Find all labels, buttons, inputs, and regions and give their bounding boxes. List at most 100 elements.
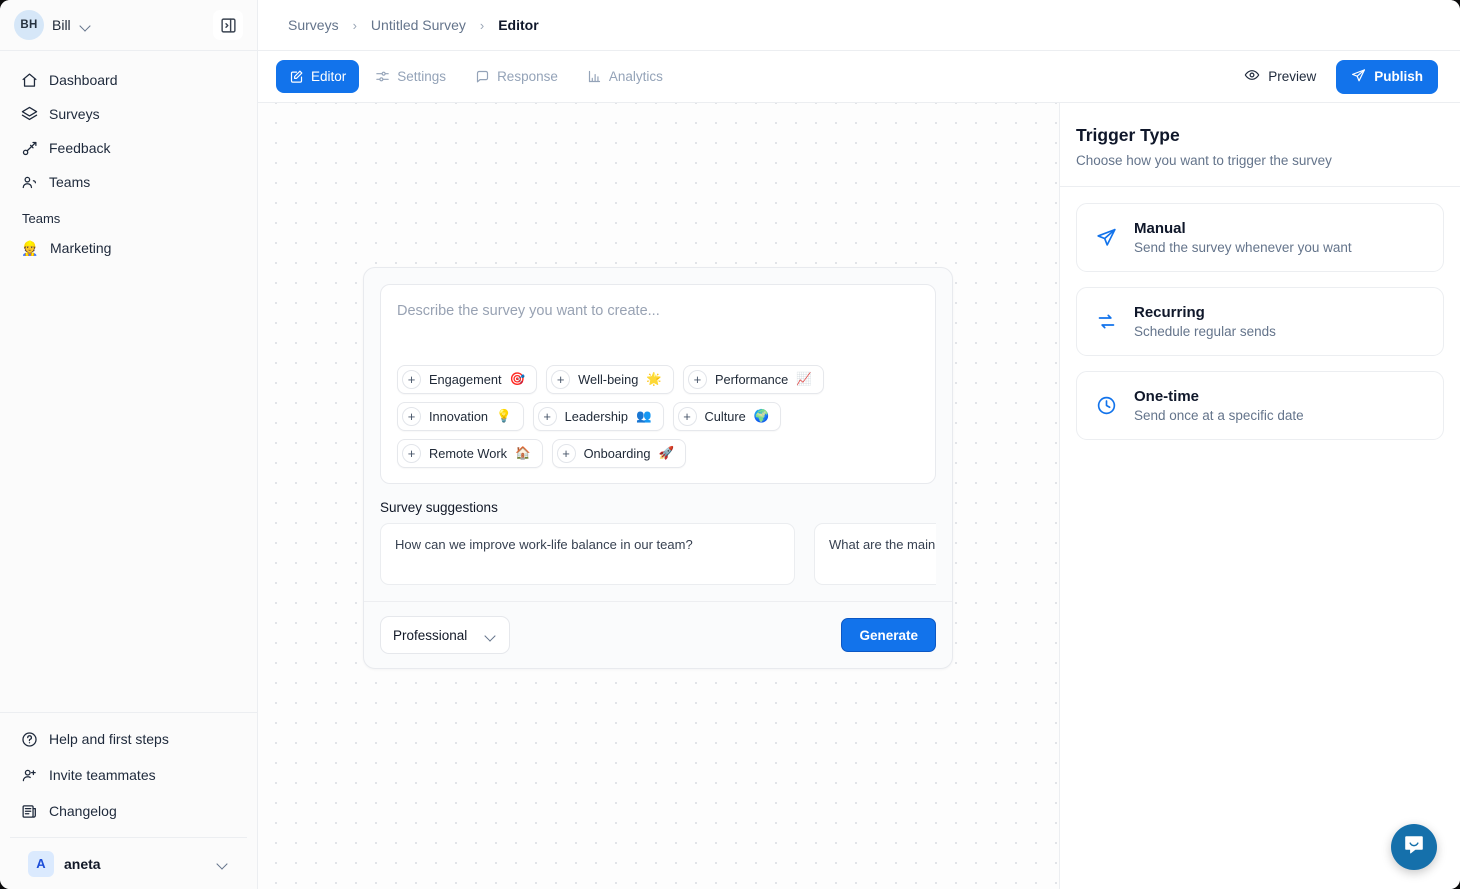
plus-icon: + (677, 407, 697, 427)
generate-button[interactable]: Generate (841, 618, 936, 652)
suggestion-card[interactable]: How can we improve work-life balance in … (380, 523, 795, 585)
sidebar-header: BH Bill (0, 0, 257, 51)
topic-chip-list: + Engagement 🎯 + Well-being 🌟 + (397, 365, 919, 469)
sidebar-item-teams[interactable]: Teams (10, 165, 247, 199)
tab-label: Analytics (608, 69, 663, 84)
chip-leadership[interactable]: + Leadership 👥 (532, 402, 664, 432)
editor-canvas[interactable]: Describe the survey you want to create..… (258, 103, 1060, 889)
trigger-option-text: Recurring Schedule regular sends (1134, 304, 1276, 339)
chip-culture[interactable]: + Culture 🌍 (672, 402, 782, 432)
main-area: Surveys › Untitled Survey › Editor Edito… (258, 0, 1460, 889)
plus-icon: + (556, 444, 576, 464)
sidebar-nav: Dashboard Surveys Feedback (0, 51, 257, 712)
edit-square-icon (289, 69, 304, 84)
chip-label: Remote Work (429, 446, 507, 462)
trigger-option-text: One-time Send once at a specific date (1134, 388, 1304, 423)
plus-icon: + (537, 407, 557, 427)
sidebar-item-label: Feedback (49, 140, 111, 156)
sidebar-item-help[interactable]: Help and first steps (10, 721, 247, 757)
feedback-icon (20, 139, 38, 157)
send-icon (1351, 68, 1366, 86)
chip-label: Innovation (429, 409, 489, 425)
panel-subtitle: Choose how you want to trigger the surve… (1076, 153, 1332, 168)
preview-button[interactable]: Preview (1238, 61, 1322, 92)
sidebar: BH Bill Dashboard (0, 0, 258, 889)
workspace-name: Bill (52, 17, 71, 33)
trigger-option-recurring[interactable]: Recurring Schedule regular sends (1076, 287, 1444, 356)
chat-widget-button[interactable] (1391, 824, 1437, 870)
sidebar-item-feedback[interactable]: Feedback (10, 131, 247, 165)
target-icon: 🎯 (509, 372, 526, 387)
chip-well-being[interactable]: + Well-being 🌟 (546, 365, 674, 395)
star-icon: 🌟 (646, 372, 662, 387)
tab-label: Response (497, 69, 558, 84)
send-icon (1095, 227, 1117, 249)
account-switcher[interactable]: A aneta (10, 837, 247, 889)
chevron-down-icon[interactable] (216, 857, 229, 870)
breadcrumb-item-editor: Editor (498, 17, 539, 33)
chat-bubble-icon (1402, 833, 1426, 862)
suggestions-list: How can we improve work-life balance in … (380, 523, 936, 601)
tone-select[interactable]: Professional (380, 616, 510, 654)
tab-bar: Editor Settings Response (258, 51, 1460, 103)
sidebar-footer: Help and first steps Invite teammates Ch… (0, 712, 257, 889)
trigger-option-desc: Schedule regular sends (1134, 324, 1276, 339)
trigger-option-manual[interactable]: Manual Send the survey whenever you want (1076, 203, 1444, 272)
people-icon: 👥 (635, 409, 652, 424)
chip-onboarding[interactable]: + Onboarding 🚀 (551, 439, 687, 469)
sidebar-item-changelog[interactable]: Changelog (10, 793, 247, 829)
sidebar-footer-label: Changelog (49, 803, 117, 819)
layers-icon (20, 105, 38, 123)
tab-response[interactable]: Response (462, 60, 571, 93)
sidebar-item-surveys[interactable]: Surveys (10, 97, 247, 131)
tab-analytics[interactable]: Analytics (574, 60, 676, 93)
chevron-down-icon (484, 629, 497, 642)
suggestion-card[interactable]: What are the main ob (814, 523, 936, 585)
chip-innovation[interactable]: + Innovation 💡 (397, 402, 524, 432)
eye-icon (1244, 67, 1260, 86)
prompt-input[interactable]: Describe the survey you want to create..… (397, 303, 660, 319)
plus-icon: + (551, 370, 571, 390)
tab-settings[interactable]: Settings (362, 60, 459, 93)
help-circle-icon (20, 730, 38, 748)
chevron-right-icon: › (352, 17, 357, 33)
plus-icon: + (402, 407, 421, 427)
sidebar-team-marketing[interactable]: 👷 Marketing (10, 232, 247, 264)
user-plus-icon (20, 766, 38, 784)
users-icon (20, 173, 38, 191)
house-icon: 🏠 (515, 446, 531, 461)
message-icon (475, 69, 490, 84)
chevron-down-icon[interactable] (79, 19, 92, 32)
preview-label: Preview (1268, 69, 1317, 84)
sidebar-footer-label: Invite teammates (49, 767, 156, 783)
chip-performance[interactable]: + Performance 📈 (682, 365, 824, 395)
sidebar-item-label: Teams (49, 174, 91, 190)
tone-value: Professional (393, 627, 468, 643)
rocket-icon: 🚀 (658, 446, 675, 461)
repeat-icon (1095, 311, 1117, 333)
sidebar-item-dashboard[interactable]: Dashboard (10, 63, 247, 97)
sidebar-footer-label: Help and first steps (49, 731, 169, 747)
breadcrumb-item-surveys[interactable]: Surveys (288, 17, 339, 33)
sidebar-item-label: Surveys (49, 106, 100, 122)
trigger-option-one-time[interactable]: One-time Send once at a specific date (1076, 371, 1444, 440)
tab-label: Settings (397, 69, 447, 84)
suggestions-section: Survey suggestions How can we improve wo… (364, 500, 952, 601)
chip-engagement[interactable]: + Engagement 🎯 (397, 365, 538, 395)
account-name: aneta (64, 855, 101, 872)
sidebar-item-invite[interactable]: Invite teammates (10, 757, 247, 793)
workspace-avatar: BH (14, 10, 44, 40)
plus-icon: + (687, 370, 707, 390)
breadcrumb-item-survey[interactable]: Untitled Survey (370, 17, 466, 33)
chip-label: Performance (714, 372, 789, 388)
sidebar-item-label: Dashboard (49, 72, 118, 88)
tab-editor[interactable]: Editor (276, 60, 360, 93)
trigger-option-desc: Send the survey whenever you want (1134, 240, 1352, 255)
generator-footer: Professional Generate (364, 601, 952, 668)
chip-remote-work[interactable]: + Remote Work 🏠 (397, 439, 543, 469)
tab-label: Editor (311, 69, 347, 84)
panel-collapse-icon[interactable] (213, 10, 243, 40)
survey-generator-card: Describe the survey you want to create..… (363, 267, 953, 669)
publish-button[interactable]: Publish (1336, 59, 1438, 94)
